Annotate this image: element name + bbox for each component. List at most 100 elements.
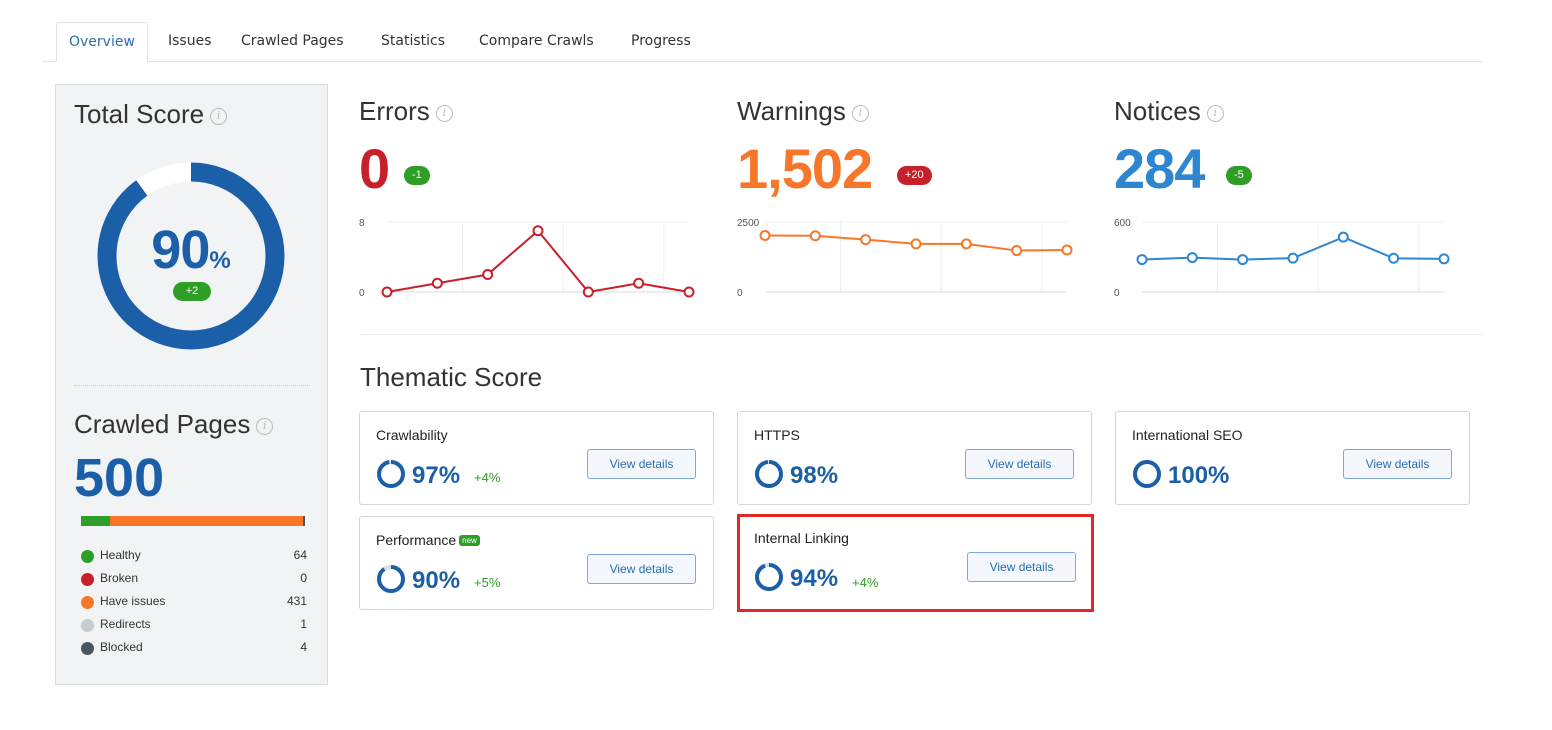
data-point[interactable] <box>582 286 594 298</box>
data-point[interactable] <box>1388 252 1400 264</box>
bar-segment-blocked <box>303 516 305 526</box>
data-point[interactable] <box>809 230 821 242</box>
info-icon[interactable]: i <box>210 107 228 125</box>
crawled-pages-count: 500 <box>74 448 165 508</box>
legend-value: 1 <box>300 617 307 631</box>
view-details-button[interactable]: View details <box>965 449 1074 479</box>
divider <box>74 385 310 386</box>
thematic-card-https: HTTPS 98% View details <box>737 411 1092 505</box>
total-score-donut: 90% +2 <box>96 161 286 351</box>
legend-value: 431 <box>286 594 307 608</box>
blocked-dot <box>81 642 94 655</box>
data-point[interactable] <box>1061 244 1073 256</box>
tab-progress[interactable]: Progress <box>631 33 691 49</box>
tab-statistics[interactable]: Statistics <box>381 33 445 49</box>
data-point[interactable] <box>1136 254 1148 266</box>
healthy-dot <box>81 550 94 563</box>
ring-progress <box>97 162 285 350</box>
notices-trend-chart: 600 0 <box>1114 218 1450 299</box>
total-score-value: 90% <box>96 219 286 281</box>
legend-item-have-issues[interactable]: Have issues 431 <box>81 592 307 615</box>
info-icon[interactable]: i <box>435 104 453 122</box>
errors-delta-badge: -1 <box>404 166 430 185</box>
score-unit: % <box>209 247 231 274</box>
data-point[interactable] <box>910 238 922 250</box>
data-point[interactable] <box>960 238 972 250</box>
card-label: Crawlability <box>376 427 448 443</box>
card-percent: 94% <box>790 565 839 592</box>
data-point[interactable] <box>1438 253 1450 265</box>
notices-heading: Notices i <box>1114 96 1454 127</box>
data-point[interactable] <box>633 277 645 289</box>
errors-trend-chart: 80 <box>359 218 695 299</box>
data-point[interactable] <box>1186 252 1198 264</box>
total-score-ring <box>97 162 285 350</box>
thematic-score-title: Thematic Score <box>360 362 543 392</box>
data-point[interactable] <box>759 229 771 241</box>
legend-item-redirects[interactable]: Redirects 1 <box>81 615 307 638</box>
data-point[interactable] <box>381 286 393 298</box>
legend-label: Broken <box>100 571 139 585</box>
legend-label: Redirects <box>100 617 151 631</box>
view-details-button[interactable]: View details <box>587 449 696 479</box>
y-tick-label: 0 <box>359 288 365 299</box>
card-delta: +4% <box>474 470 501 485</box>
broken-dot <box>81 573 94 586</box>
ring-icon <box>1133 460 1161 488</box>
tab-compare-crawls[interactable]: Compare Crawls <box>479 33 594 49</box>
view-details-button[interactable]: View details <box>587 554 696 584</box>
ring-progress <box>377 460 405 488</box>
view-details-button[interactable]: View details <box>1343 449 1452 479</box>
data-point[interactable] <box>683 286 695 298</box>
view-details-button[interactable]: View details <box>967 552 1076 582</box>
legend-value: 4 <box>300 640 307 654</box>
warnings-count[interactable]: 1,502 <box>737 137 873 200</box>
legend-item-broken[interactable]: Broken 0 <box>81 569 307 592</box>
ring-icon <box>755 460 783 488</box>
card-label: HTTPS <box>754 427 800 443</box>
bar-segment-have-issues <box>109 516 303 526</box>
thematic-card-international-seo: International SEO 100% View details <box>1115 411 1470 505</box>
card-delta: +5% <box>474 575 501 590</box>
have-issues-dot <box>81 596 94 609</box>
tab-crawled-pages[interactable]: Crawled Pages <box>241 33 344 49</box>
data-point[interactable] <box>860 234 872 246</box>
ring-progress <box>755 460 783 488</box>
data-point[interactable] <box>1011 245 1023 257</box>
data-point[interactable] <box>1237 254 1249 266</box>
tab-bar: Overview Issues Crawled Pages Statistics… <box>42 22 1482 62</box>
data-point[interactable] <box>1287 252 1299 264</box>
redirects-dot <box>81 619 94 632</box>
legend-item-healthy[interactable]: Healthy 64 <box>81 546 307 569</box>
warnings-delta-badge: +20 <box>897 166 932 185</box>
legend-label: Blocked <box>100 640 143 654</box>
info-icon[interactable]: i <box>851 104 869 122</box>
total-score-title: Total Score <box>74 99 205 129</box>
errors-count[interactable]: 0 <box>359 137 390 200</box>
data-point[interactable] <box>482 269 494 280</box>
warnings-heading: Warnings i <box>737 96 1077 127</box>
tab-issues[interactable]: Issues <box>168 33 212 49</box>
legend-value: 0 <box>300 571 307 585</box>
y-tick-label: 2500 <box>737 218 760 229</box>
ring-progress <box>1133 460 1161 488</box>
thematic-card-internal-linking: Internal Linking 94% +4% View details <box>737 514 1094 612</box>
warnings-trend-chart: 2500 0 <box>737 218 1073 299</box>
info-icon[interactable]: i <box>256 417 274 435</box>
crawled-pages-heading: Crawled Pages i <box>74 409 274 440</box>
score-panel: Total Score i 90% +2 Crawled Pages i 500 H… <box>55 84 328 685</box>
data-point[interactable] <box>532 225 544 237</box>
y-tick-label: 0 <box>737 288 743 299</box>
data-point[interactable] <box>431 277 443 289</box>
tab-overview[interactable]: Overview <box>56 22 148 62</box>
info-icon[interactable]: i <box>1206 104 1224 122</box>
legend-item-blocked[interactable]: Blocked 4 <box>81 638 307 661</box>
errors-title: Errors <box>359 96 430 126</box>
data-point[interactable] <box>1337 231 1349 243</box>
notices-count[interactable]: 284 <box>1114 137 1205 200</box>
y-tick-label: 0 <box>1114 288 1120 299</box>
card-percent: 98% <box>790 462 839 489</box>
ring-icon <box>755 563 783 591</box>
warnings-title: Warnings <box>737 96 846 126</box>
thematic-card-crawlability: Crawlability 97% +4% View details <box>359 411 714 505</box>
